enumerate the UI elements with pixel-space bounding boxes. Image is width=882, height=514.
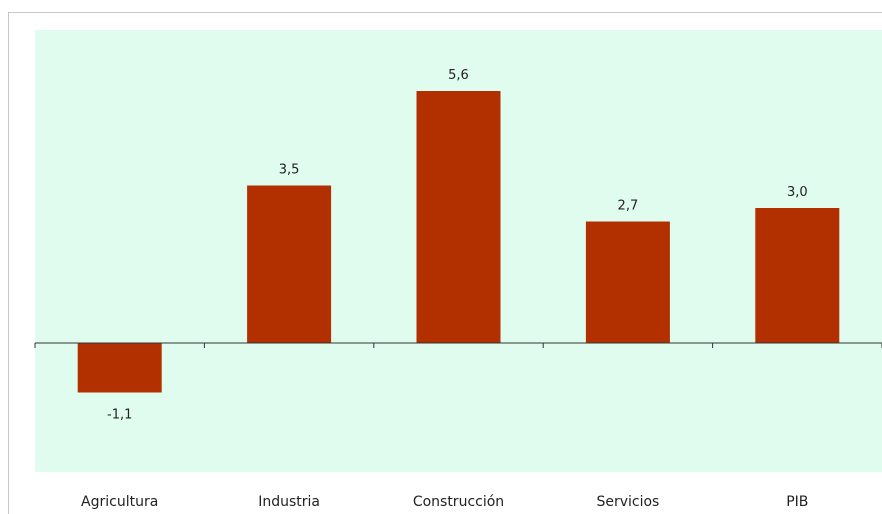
data-label: 2,7: [618, 199, 639, 214]
data-labels-group: -1,1 3,5 5,6 2,7 3,0: [107, 68, 808, 423]
bar: [755, 208, 840, 343]
category-labels-group: Agricultura Industria Construcción Servicio…: [81, 494, 808, 510]
bars-group: [77, 91, 840, 393]
bar: [416, 91, 501, 343]
bar: [77, 343, 162, 393]
bar: [585, 221, 670, 343]
data-label: 3,5: [279, 163, 300, 178]
category-label: Servicios: [596, 494, 659, 510]
data-label: 5,6: [448, 68, 469, 83]
x-axis-ticks: [34, 343, 882, 348]
data-label: -1,1: [107, 408, 132, 423]
data-label: 3,0: [787, 185, 808, 200]
category-label: Construcción: [413, 494, 504, 510]
category-label: Industria: [258, 494, 320, 510]
chart-frame: [8, 12, 882, 514]
category-label: PIB: [786, 494, 808, 510]
category-label: Agricultura: [81, 494, 158, 510]
bar: [247, 185, 332, 343]
